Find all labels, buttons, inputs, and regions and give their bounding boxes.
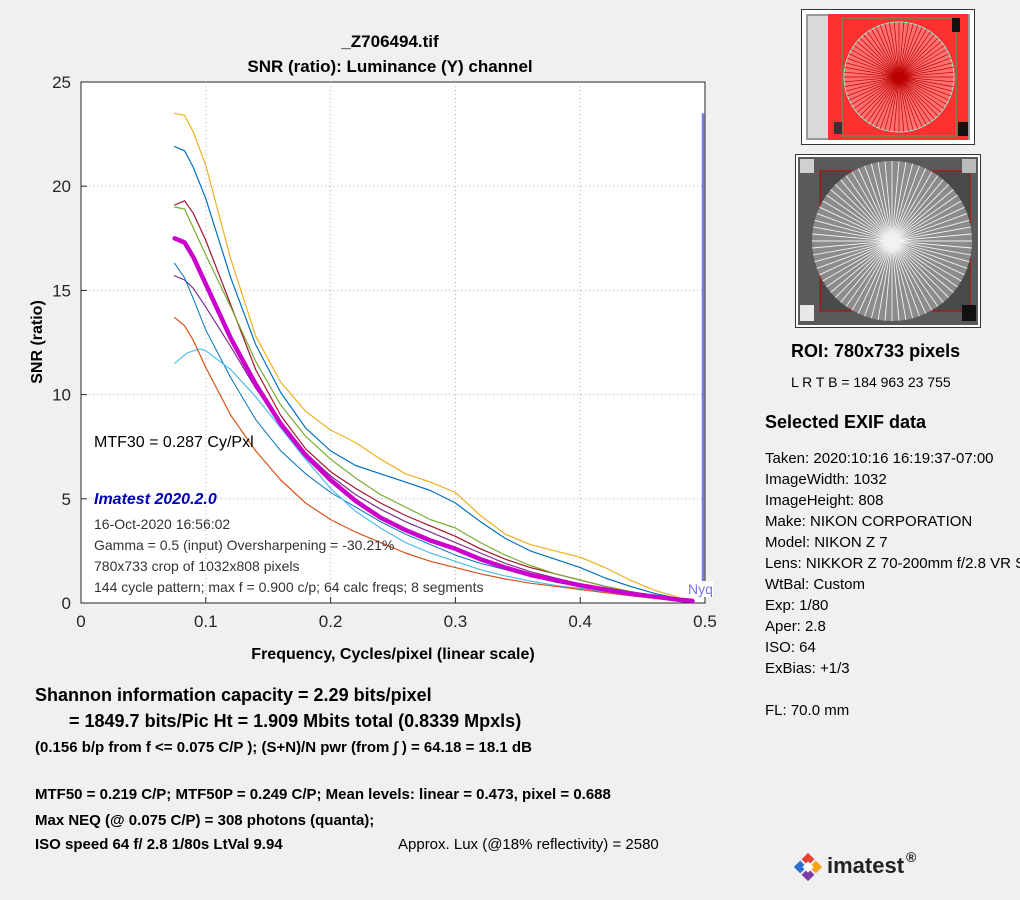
x-tick-label: 0.4 [568,612,592,631]
exif-line: ImageHeight: 808 [765,492,884,509]
version-annotation: Imatest 2020.2.0 [94,491,217,508]
y-tick-label: 5 [62,490,71,509]
imatest-logo-mark [793,852,823,882]
lux-summary: Approx. Lux (@18% reflectivity) = 2580 [398,836,659,853]
y-tick-label: 0 [62,594,71,613]
series-line-8 [174,316,694,603]
shannon-total: = 1849.7 bits/Pic Ht = 1.909 Mbits total… [69,711,522,731]
y-axis-label: SNR (ratio) [29,300,46,384]
exif-line: ExBias: +1/3 [765,660,850,677]
neq-summary: Max NEQ (@ 0.075 C/P) = 308 photons (qua… [35,812,375,829]
nyquist-label: Nyq [688,581,713,597]
exif-heading: Selected EXIF data [765,412,927,432]
roi-title: ROI: 780x733 pixels [791,341,961,361]
roi-lrtb: L R T B = 184 963 23 755 [791,374,951,390]
exif-line [765,679,1020,700]
exif-list: Taken: 2020:10:16 16:19:37-07:00 ImageWid… [765,448,1020,721]
shannon-detail: (0.156 b/p from f <= 0.075 C/P ); (S+N)/… [35,739,532,756]
imatest-logo-text: imatest [827,853,905,878]
chart-title: _Z706494.tif [341,32,439,51]
series-line-9 [172,236,695,604]
x-tick-label: 0 [76,612,85,631]
series-line-4 [174,206,694,602]
mtf-summary: MTF50 = 0.219 C/P; MTF50P = 0.249 C/P; M… [35,786,611,803]
exif-line: Taken: 2020:10:16 16:19:37-07:00 [765,450,994,467]
exif-line: Model: NIKON Z 7 [765,534,888,551]
chart-subtitle: SNR (ratio): Luminance (Y) channel [247,57,533,76]
y-tick-label: 20 [52,177,71,196]
exif-line: WtBal: Custom [765,576,866,593]
series-line-1 [174,112,694,601]
x-axis-label: Frequency, Cycles/pixel (linear scale) [251,646,534,663]
date-annotation: 16-Oct-2020 16:56:02 [94,516,231,532]
roi-thumbnail-star [795,154,981,328]
x-tick-label: 0.1 [194,612,218,631]
y-tick-label: 25 [52,73,71,92]
imatest-logo-mark-symbol: ® [906,849,917,865]
x-tick-label: 0.2 [319,612,343,631]
exif-line: FL: 70.0 mm [765,702,850,719]
roi-thumbnail-overlay [801,9,975,145]
y-tick-label: 15 [52,281,71,300]
iso-summary: ISO speed 64 f/ 2.8 1/80s LtVal 9.94 [35,836,283,853]
exif-line: ImageWidth: 1032 [765,471,887,488]
roi-overlay-image [806,14,970,140]
series-line-2 [174,146,694,602]
shannon-capacity: Shannon information capacity = 2.29 bits… [35,685,432,705]
exif-line: Lens: NIKKOR Z 70-200mm f/2.8 VR S [765,555,1020,572]
gamma-annotation: Gamma = 0.5 (input) Oversharpening = -30… [94,537,395,553]
x-tick-label: 0.5 [693,612,717,631]
exif-line: Make: NIKON CORPORATION [765,513,973,530]
exif-line: Aper: 2.8 [765,618,826,635]
pattern-annotation: 144 cycle pattern; max f = 0.900 c/p; 64… [94,579,484,595]
exif-line: Exp: 1/80 [765,597,829,614]
mtf30-annotation: MTF30 = 0.287 Cy/Pxl [94,434,254,451]
siemens-star-image [798,157,978,325]
crop-annotation: 780x733 crop of 1032x808 pixels [94,558,300,574]
exif-line: ISO: 64 [765,639,816,656]
x-tick-label: 0.3 [444,612,468,631]
plot-area [80,81,706,604]
y-tick-label: 10 [52,386,71,405]
